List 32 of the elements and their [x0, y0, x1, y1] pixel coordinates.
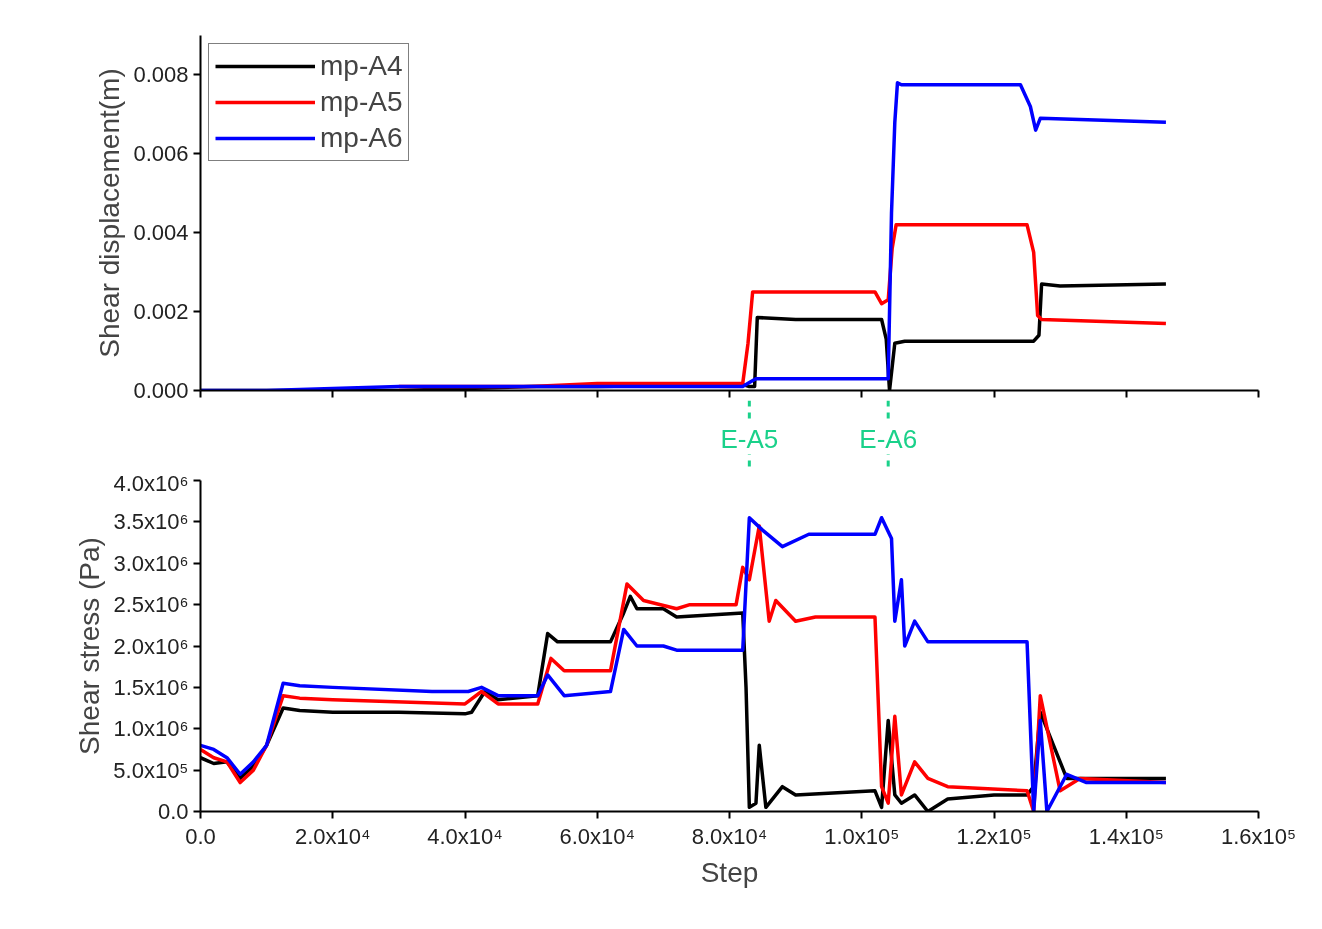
- y-tick-label: 5.0x10⁵: [113, 757, 189, 783]
- ref-line-label: E-A5: [720, 424, 779, 454]
- y-tick-label: 3.0x10⁶: [113, 550, 189, 576]
- y-axis-title: Shear stress (Pa): [74, 537, 106, 755]
- y-tick-label: 0.0: [157, 799, 189, 824]
- y-tick-label: 2.0x10⁶: [113, 633, 189, 659]
- legend-label: mp-A4: [320, 50, 403, 82]
- y-tick-label: 1.5x10⁶: [113, 674, 189, 700]
- x-tick-label: 1.4x10⁵: [1088, 823, 1164, 849]
- x-tick-label: 0.0: [185, 823, 216, 849]
- line-series: [200, 81, 1168, 391]
- x-tick-label: 1.0x10⁵: [824, 823, 900, 849]
- y-tick-label: 0.002: [133, 299, 189, 325]
- x-tick-label: 1.2x10⁵: [956, 823, 1032, 849]
- y-tick-label: 0.006: [133, 141, 189, 167]
- y-tick-label: 0.008: [133, 62, 189, 88]
- y-tick-label: 3.5x10⁶: [113, 509, 189, 535]
- x-tick-label: 8.0x10⁴: [691, 823, 768, 849]
- x-tick-label: 6.0x10⁴: [559, 823, 636, 849]
- x-axis-title: Step: [700, 856, 759, 888]
- ref-line-label: E-A6: [859, 424, 918, 454]
- y-tick-label: 4.0x10⁶: [113, 470, 189, 496]
- y-tick-label: 0.000: [133, 378, 189, 403]
- y-tick-label: 0.004: [133, 220, 189, 246]
- y-tick-label: 1.0x10⁶: [113, 716, 189, 742]
- x-tick-label: 2.0x10⁴: [295, 823, 371, 849]
- x-tick-label: 4.0x10⁴: [427, 823, 503, 849]
- legend-label: mp-A6: [320, 122, 403, 154]
- legend-label: mp-A5: [320, 86, 403, 118]
- y-tick-label: 2.5x10⁶: [113, 592, 189, 618]
- y-axis-title: Shear displacement(m): [94, 68, 126, 358]
- x-tick-label: 1.6x10⁵: [1220, 823, 1297, 849]
